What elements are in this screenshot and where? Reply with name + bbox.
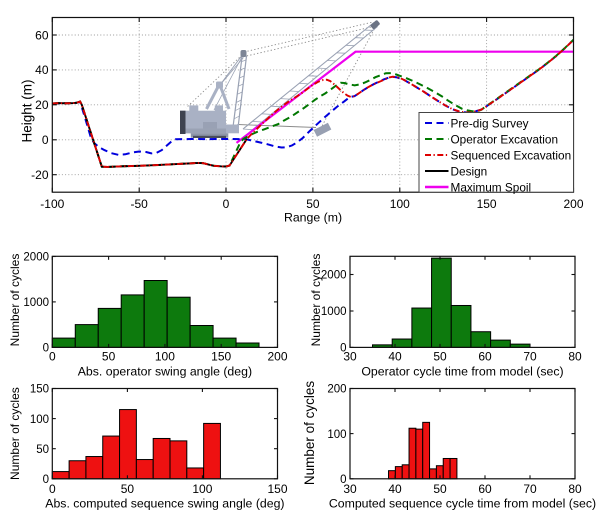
svg-text:100: 100	[30, 414, 49, 426]
svg-text:0: 0	[43, 474, 49, 486]
svg-text:Height (m): Height (m)	[20, 79, 35, 142]
svg-text:70: 70	[523, 350, 537, 364]
svg-text:100: 100	[155, 350, 175, 364]
svg-text:2000: 2000	[23, 252, 49, 264]
svg-text:60: 60	[478, 482, 492, 496]
svg-text:0: 0	[340, 474, 346, 486]
svg-text:-20: -20	[31, 168, 49, 182]
svg-text:50: 50	[36, 444, 49, 456]
svg-text:Operator cycle time from model: Operator cycle time from model (sec)	[361, 365, 563, 379]
svg-text:150: 150	[211, 350, 231, 364]
svg-text:60: 60	[478, 350, 492, 364]
svg-text:0: 0	[42, 133, 49, 147]
svg-text:0: 0	[49, 350, 56, 364]
svg-text:50: 50	[102, 350, 116, 364]
svg-text:Sequenced Excavation: Sequenced Excavation	[451, 149, 572, 163]
svg-text:Maximum Spoil: Maximum Spoil	[451, 181, 532, 195]
svg-text:Design: Design	[451, 165, 488, 179]
svg-text:50: 50	[306, 197, 320, 211]
svg-text:40: 40	[35, 63, 49, 77]
svg-text:-100: -100	[40, 197, 64, 211]
svg-text:200: 200	[327, 384, 346, 396]
svg-text:80: 80	[568, 350, 582, 364]
svg-text:0: 0	[340, 343, 346, 355]
svg-text:-50: -50	[131, 197, 149, 211]
svg-text:200: 200	[563, 197, 583, 211]
svg-text:Range (m): Range (m)	[284, 211, 342, 225]
svg-text:0: 0	[43, 343, 49, 355]
svg-text:50: 50	[433, 482, 447, 496]
svg-text:Number of cycles: Number of cycles	[309, 254, 323, 347]
svg-text:0: 0	[223, 197, 230, 211]
svg-text:150: 150	[30, 384, 49, 396]
svg-text:1000: 1000	[23, 297, 49, 309]
svg-text:50: 50	[121, 482, 135, 496]
svg-text:Abs. operator swing angle (deg: Abs. operator swing angle (deg)	[78, 365, 252, 379]
svg-text:2000: 2000	[321, 270, 347, 282]
svg-text:150: 150	[477, 197, 497, 211]
svg-text:100: 100	[390, 197, 410, 211]
svg-text:100: 100	[192, 482, 212, 496]
svg-text:Computed sequence cycle time f: Computed sequence cycle time from model …	[329, 497, 596, 511]
svg-text:60: 60	[35, 28, 49, 42]
svg-text:Operator Excavation: Operator Excavation	[451, 133, 559, 147]
svg-text:1000: 1000	[321, 306, 347, 318]
svg-text:Number of cycles: Number of cycles	[302, 381, 317, 486]
svg-text:150: 150	[267, 482, 287, 496]
svg-text:100: 100	[327, 429, 346, 441]
svg-text:Number of cycles: Number of cycles	[8, 387, 22, 480]
svg-text:30: 30	[343, 482, 357, 496]
svg-text:200: 200	[267, 350, 287, 364]
svg-text:50: 50	[433, 350, 447, 364]
svg-text:Abs. computed sequence swing a: Abs. computed sequence swing angle (deg)	[45, 497, 284, 511]
svg-text:0: 0	[49, 482, 56, 496]
svg-text:40: 40	[388, 482, 402, 496]
svg-text:Number of cycles: Number of cycles	[8, 254, 22, 347]
svg-text:70: 70	[523, 482, 537, 496]
svg-text:Pre-dig Survey: Pre-dig Survey	[451, 117, 529, 131]
svg-text:20: 20	[35, 98, 49, 112]
svg-text:40: 40	[388, 350, 402, 364]
svg-text:80: 80	[568, 482, 582, 496]
svg-text:30: 30	[343, 350, 357, 364]
